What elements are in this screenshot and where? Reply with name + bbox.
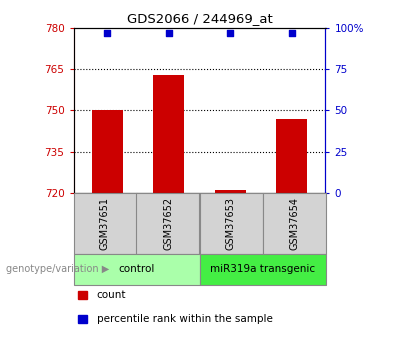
- Title: GDS2066 / 244969_at: GDS2066 / 244969_at: [126, 12, 273, 25]
- Text: GSM37652: GSM37652: [163, 197, 173, 250]
- Bar: [92, 110, 123, 193]
- Text: GSM37653: GSM37653: [226, 197, 236, 250]
- Point: [104, 30, 110, 36]
- Text: GSM37651: GSM37651: [100, 197, 110, 250]
- Point: [165, 30, 172, 36]
- Point: [227, 30, 234, 36]
- Text: control: control: [118, 264, 155, 274]
- Point: [289, 30, 295, 36]
- Bar: [215, 190, 246, 193]
- Text: genotype/variation ▶: genotype/variation ▶: [6, 264, 110, 274]
- Text: GSM37654: GSM37654: [289, 197, 299, 250]
- Bar: [276, 119, 307, 193]
- Bar: [153, 75, 184, 193]
- Text: miR319a transgenic: miR319a transgenic: [210, 264, 315, 274]
- Text: percentile rank within the sample: percentile rank within the sample: [97, 314, 273, 324]
- Text: count: count: [97, 290, 126, 300]
